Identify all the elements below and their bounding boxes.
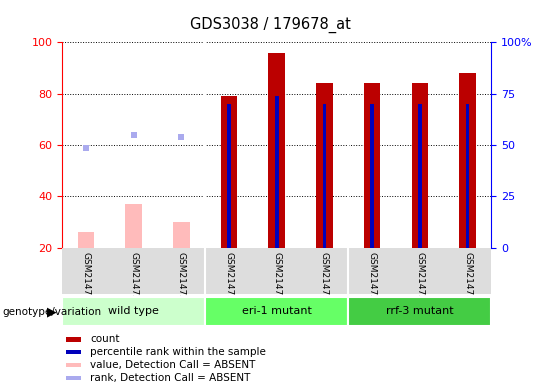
- Text: GSM214728: GSM214728: [368, 252, 377, 307]
- Bar: [173, 222, 190, 248]
- Bar: [322, 104, 326, 248]
- Bar: [459, 73, 476, 248]
- Text: GSM214727: GSM214727: [177, 252, 186, 307]
- Text: GSM214716: GSM214716: [82, 252, 91, 307]
- Text: value, Detection Call = ABSENT: value, Detection Call = ABSENT: [90, 360, 255, 370]
- Bar: [364, 83, 381, 248]
- Bar: [66, 376, 82, 380]
- Text: rrf-3 mutant: rrf-3 mutant: [386, 306, 454, 316]
- Bar: [66, 350, 82, 354]
- Text: GSM214729: GSM214729: [415, 252, 424, 307]
- Bar: [275, 96, 279, 248]
- Text: eri-1 mutant: eri-1 mutant: [242, 306, 312, 316]
- Text: genotype/variation: genotype/variation: [3, 307, 102, 317]
- Bar: [227, 104, 231, 248]
- Bar: [348, 297, 491, 326]
- Bar: [465, 104, 469, 248]
- Bar: [221, 96, 238, 248]
- Text: wild type: wild type: [108, 306, 159, 316]
- Text: ▶: ▶: [47, 305, 57, 318]
- Bar: [268, 53, 285, 248]
- Text: GSM214730: GSM214730: [463, 252, 472, 307]
- Bar: [62, 297, 205, 326]
- Bar: [78, 232, 94, 248]
- Text: GSM214725: GSM214725: [129, 252, 138, 307]
- Bar: [205, 297, 348, 326]
- Bar: [411, 83, 428, 248]
- Text: GSM214733: GSM214733: [320, 252, 329, 307]
- Text: rank, Detection Call = ABSENT: rank, Detection Call = ABSENT: [90, 372, 251, 382]
- Bar: [66, 363, 82, 367]
- Text: GSM214731: GSM214731: [225, 252, 234, 307]
- Text: GDS3038 / 179678_at: GDS3038 / 179678_at: [190, 17, 350, 33]
- Bar: [418, 104, 422, 248]
- Bar: [316, 83, 333, 248]
- Bar: [66, 338, 82, 342]
- Bar: [125, 204, 142, 248]
- Text: percentile rank within the sample: percentile rank within the sample: [90, 347, 266, 357]
- Text: GSM214732: GSM214732: [272, 252, 281, 307]
- Bar: [370, 104, 374, 248]
- Text: count: count: [90, 334, 119, 344]
